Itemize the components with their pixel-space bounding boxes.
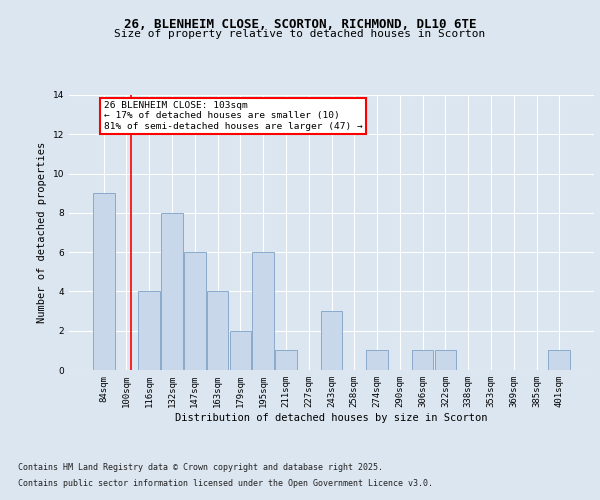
Bar [275, 350, 297, 370]
X-axis label: Distribution of detached houses by size in Scorton: Distribution of detached houses by size … [175, 412, 488, 422]
Bar [207, 292, 229, 370]
Text: 26 BLENHEIM CLOSE: 103sqm
← 17% of detached houses are smaller (10)
81% of semi-: 26 BLENHEIM CLOSE: 103sqm ← 17% of detac… [104, 101, 362, 130]
Y-axis label: Number of detached properties: Number of detached properties [37, 142, 47, 323]
Bar [93, 193, 115, 370]
Text: Size of property relative to detached houses in Scorton: Size of property relative to detached ho… [115, 29, 485, 39]
Text: Contains public sector information licensed under the Open Government Licence v3: Contains public sector information licen… [18, 478, 433, 488]
Bar [230, 330, 251, 370]
Bar [434, 350, 456, 370]
Bar [366, 350, 388, 370]
Bar [320, 311, 343, 370]
Text: Contains HM Land Registry data © Crown copyright and database right 2025.: Contains HM Land Registry data © Crown c… [18, 464, 383, 472]
Bar [139, 292, 160, 370]
Bar [184, 252, 206, 370]
Bar [548, 350, 570, 370]
Bar [161, 213, 183, 370]
Text: 26, BLENHEIM CLOSE, SCORTON, RICHMOND, DL10 6TE: 26, BLENHEIM CLOSE, SCORTON, RICHMOND, D… [124, 18, 476, 30]
Bar [412, 350, 433, 370]
Bar [253, 252, 274, 370]
